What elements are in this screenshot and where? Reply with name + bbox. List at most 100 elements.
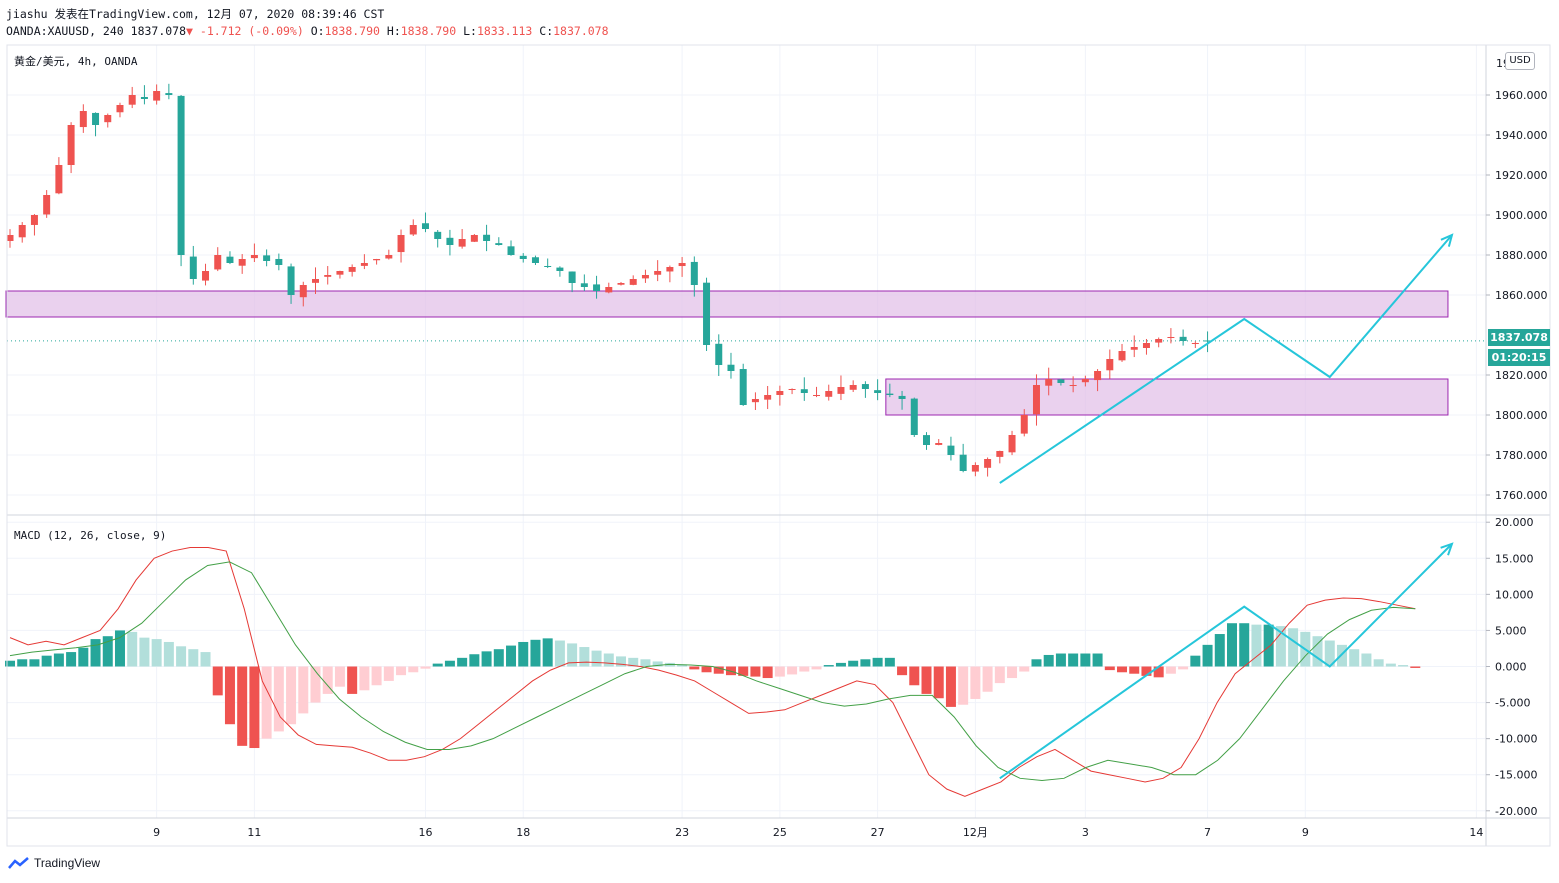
candle-body bbox=[6, 235, 14, 241]
macd-tick-label: 0.000 bbox=[1495, 661, 1527, 674]
macd-histogram-bar bbox=[542, 638, 553, 667]
macd-histogram-bar bbox=[628, 657, 639, 667]
candle-body bbox=[1032, 385, 1040, 415]
candlestick-series bbox=[6, 83, 1212, 477]
macd-histogram-bar bbox=[909, 666, 920, 686]
candle-body bbox=[30, 215, 38, 225]
macd-histogram-bar bbox=[994, 666, 1005, 684]
candle-body bbox=[813, 395, 821, 396]
candle-body bbox=[336, 271, 344, 275]
macd-histogram-bar bbox=[1361, 653, 1372, 667]
candle-body bbox=[421, 223, 429, 229]
macd-histogram-bar bbox=[469, 654, 480, 667]
macd-projection-line bbox=[999, 543, 1453, 780]
macd-histogram-bar bbox=[1178, 666, 1189, 670]
macd-histogram-bar bbox=[921, 666, 932, 694]
macd-axis[interactable]: 20.000 15.000 10.000 5.000 0.000 -5.000 -10.00… bbox=[1486, 516, 1537, 818]
macd-histogram-bar bbox=[689, 666, 700, 670]
time-tick-label: 14 bbox=[1469, 826, 1483, 839]
candle-body bbox=[165, 93, 173, 95]
macd-histogram-bar bbox=[151, 639, 162, 667]
candle-body bbox=[751, 399, 759, 403]
candle-body bbox=[959, 454, 967, 471]
macd-histogram-bar bbox=[249, 666, 260, 749]
macd-histogram-bar bbox=[1288, 628, 1299, 667]
macd-histogram-bar bbox=[823, 665, 834, 667]
macd-tick-label: 10.000 bbox=[1495, 588, 1534, 601]
macd-tick-label: -15.000 bbox=[1495, 769, 1537, 782]
macd-histogram-bar bbox=[493, 649, 504, 667]
macd-histogram-bar bbox=[848, 660, 859, 667]
macd-histogram-bar bbox=[224, 666, 235, 725]
candle-body bbox=[434, 231, 442, 239]
candle-body bbox=[177, 95, 185, 256]
price-tick-label: 1920.000 bbox=[1495, 169, 1548, 182]
candle-body bbox=[373, 259, 381, 261]
macd-projection-path bbox=[999, 542, 1454, 780]
macd-tick-label: 15.000 bbox=[1495, 552, 1534, 565]
high-label: H: bbox=[386, 24, 401, 38]
macd-histogram-bar bbox=[237, 666, 248, 746]
price-tick-label: 1960.000 bbox=[1495, 89, 1548, 102]
macd-histogram-bar bbox=[286, 666, 297, 725]
down-arrow-icon: ▼ bbox=[186, 24, 193, 38]
macd-histogram-bar bbox=[102, 636, 113, 667]
price-pane-title: 黄金/美元, 4h, OANDA bbox=[14, 54, 138, 68]
macd-histogram-bar bbox=[273, 666, 284, 732]
macd-histogram-bar bbox=[163, 641, 174, 667]
macd-histogram-bar bbox=[1349, 649, 1360, 667]
macd-histogram-bar bbox=[762, 666, 773, 679]
candle-body bbox=[1118, 351, 1126, 361]
macd-histogram-bar bbox=[933, 666, 944, 699]
time-tick-label: 16 bbox=[418, 826, 432, 839]
macd-lines bbox=[9, 546, 1416, 797]
macd-histogram-bar bbox=[1190, 655, 1201, 667]
macd-histogram-bar bbox=[1165, 666, 1176, 674]
candle-body bbox=[935, 443, 943, 445]
macd-histogram-bar bbox=[1043, 654, 1054, 667]
candle-body bbox=[1094, 371, 1102, 381]
candle-body bbox=[1069, 385, 1077, 386]
pane-frames bbox=[6, 44, 1551, 847]
time-tick-label: 27 bbox=[871, 826, 885, 839]
time-tick-label: 3 bbox=[1082, 826, 1089, 839]
tradingview-icon bbox=[8, 857, 29, 869]
outer-frame bbox=[6, 44, 1551, 847]
macd-tick-label: -5.000 bbox=[1495, 697, 1530, 710]
macd-histogram-bar bbox=[1019, 666, 1030, 672]
candle-body bbox=[1020, 415, 1028, 434]
candle-body bbox=[690, 261, 698, 285]
currency-badge[interactable]: USD bbox=[1505, 52, 1535, 70]
macd-histogram-bar bbox=[530, 639, 541, 667]
time-axis[interactable]: 9 11 16 18 23 25 27 12月 3 7 9 14 bbox=[153, 826, 1483, 839]
candle-body bbox=[825, 391, 833, 397]
candle-body bbox=[984, 459, 992, 468]
candle-body bbox=[1130, 347, 1138, 350]
macd-histogram-bar bbox=[970, 666, 981, 699]
candle-body bbox=[483, 234, 491, 241]
candle-body bbox=[287, 266, 295, 295]
candle-body bbox=[1008, 435, 1016, 453]
candle-body bbox=[1142, 343, 1150, 348]
candle-body bbox=[556, 267, 564, 271]
macd-histogram-bar bbox=[432, 663, 443, 667]
candle-body bbox=[324, 275, 332, 277]
candle-body bbox=[189, 256, 197, 279]
candle-body bbox=[1045, 379, 1053, 386]
macd-histogram-bar bbox=[787, 666, 798, 675]
publish-info: jiashu 发表在TradingView.com, 12月 07, 2020 … bbox=[6, 7, 385, 21]
price-projection-line bbox=[999, 234, 1453, 484]
price-tick-label: 1780.000 bbox=[1495, 449, 1548, 462]
price-tick-label: 1800.000 bbox=[1495, 409, 1548, 422]
macd-histogram-bar bbox=[1055, 653, 1066, 667]
candle-body bbox=[886, 393, 894, 395]
macd-histogram-bar bbox=[298, 666, 309, 714]
macd-histogram-bar bbox=[371, 666, 382, 686]
candle-body bbox=[312, 279, 319, 283]
candle-body bbox=[1204, 340, 1212, 342]
macd-histogram-bar bbox=[1092, 653, 1103, 667]
tradingview-logo[interactable]: TradingView bbox=[8, 856, 100, 870]
open-label: O: bbox=[310, 24, 325, 38]
price-axis[interactable]: 1960.000 1940.000 1920.000 1900.000 1880.000… bbox=[1486, 89, 1548, 502]
